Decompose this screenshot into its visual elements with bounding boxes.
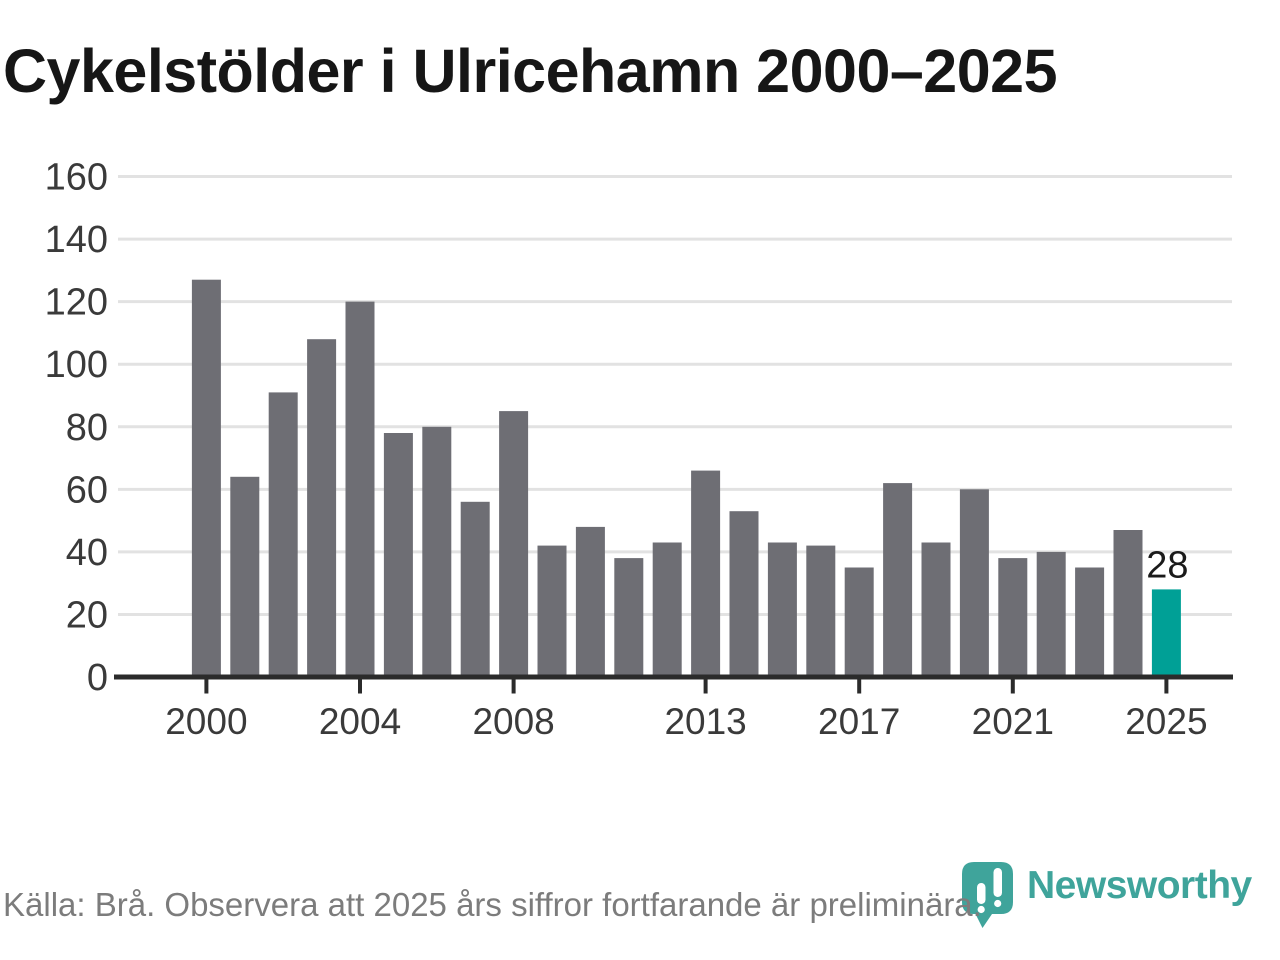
x-tick-label-2004: 2004 <box>319 701 401 742</box>
bar-2025 <box>1151 589 1181 678</box>
bar-2011 <box>614 558 644 678</box>
y-tick-label-20: 20 <box>66 594 108 636</box>
newsworthy-logo-icon <box>962 862 1013 928</box>
bar-2022 <box>1036 551 1066 678</box>
bar-2015 <box>767 542 797 678</box>
bar-2021 <box>998 558 1028 678</box>
bar-2017 <box>844 567 874 678</box>
logo-dot-left <box>977 905 985 914</box>
x-tick-2025 <box>1164 679 1169 694</box>
y-tick-label-140: 140 <box>45 219 108 261</box>
x-tick-2008 <box>511 679 516 694</box>
x-tick-2021 <box>1010 679 1015 694</box>
bar-2008 <box>499 411 529 678</box>
bar-2012 <box>652 542 682 678</box>
x-tick-label-2017: 2017 <box>818 701 900 742</box>
y-tick-label-160: 160 <box>45 157 108 199</box>
x-tick-2000 <box>204 679 209 694</box>
newsworthy-logo-text: Newsworthy <box>1027 864 1252 907</box>
x-tick-2013 <box>703 679 708 694</box>
bar-2024 <box>1113 530 1143 678</box>
newsworthy-logo: Newsworthy <box>961 862 1252 930</box>
x-tick-label-2013: 2013 <box>664 701 746 742</box>
bar-2006 <box>422 426 452 678</box>
logo-bar-tall <box>993 868 1002 897</box>
bar-2007 <box>460 501 490 678</box>
bar-2019 <box>921 542 951 678</box>
bar-2013 <box>691 470 721 678</box>
source-note: Källa: Brå. Observera att 2025 års siffr… <box>3 886 982 923</box>
x-tick-label-2000: 2000 <box>165 701 247 742</box>
bar-2023 <box>1075 567 1105 678</box>
y-tick-label-40: 40 <box>66 532 108 574</box>
y-tick-label-100: 100 <box>45 344 108 386</box>
bar-2010 <box>575 526 605 678</box>
bar-2020 <box>959 489 989 678</box>
bar-2002 <box>268 392 298 678</box>
y-tick-label-60: 60 <box>66 469 108 511</box>
x-tick-2017 <box>857 679 862 694</box>
bar-2001 <box>230 476 260 678</box>
x-tick-2004 <box>358 679 362 694</box>
chart-title: Cykelstölder i Ulricehamn 2000–2025 <box>3 37 1058 105</box>
x-tick-label-2025: 2025 <box>1125 701 1207 742</box>
y-tick-label-80: 80 <box>66 407 108 449</box>
bar-2004 <box>345 301 375 678</box>
y-tick-label-0: 0 <box>87 657 108 699</box>
x-tick-label-2021: 2021 <box>972 701 1054 742</box>
bar-2003 <box>307 339 337 678</box>
last-value-label: 28 <box>1146 544 1188 586</box>
logo-dot-right <box>994 899 1002 908</box>
x-axis-line <box>114 674 1233 680</box>
bar-2009 <box>537 545 567 678</box>
bar-2014 <box>729 511 759 678</box>
bar-2005 <box>383 433 413 678</box>
bar-2000 <box>191 279 221 678</box>
logo-bar-short <box>977 883 986 904</box>
x-tick-label-2008: 2008 <box>472 701 554 742</box>
y-tick-label-120: 120 <box>45 282 108 324</box>
bar-2016 <box>806 545 836 678</box>
bar-2018 <box>883 483 913 678</box>
